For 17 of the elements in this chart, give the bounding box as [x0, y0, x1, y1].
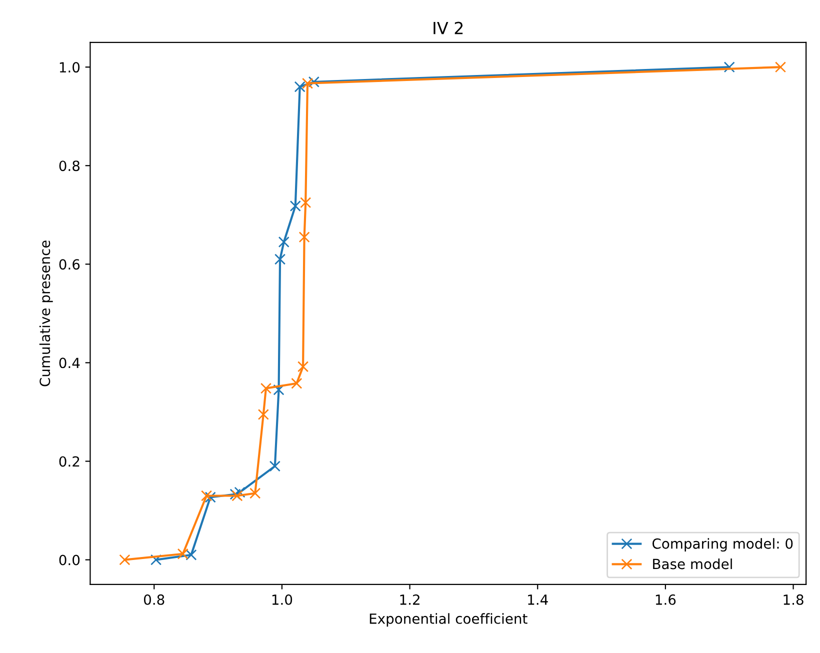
x-axis-title: Exponential coefficient	[370, 613, 528, 627]
chart-title: IV 2	[434, 22, 463, 34]
y-tick-label: 1.0	[60, 62, 80, 73]
legend-label: Base model	[653, 558, 732, 570]
x-tick-label: 0.8	[144, 594, 164, 605]
y-axis-title: Cumulative presence	[39, 240, 53, 386]
x-tick-label: 1.4	[528, 594, 548, 605]
x-tick-label: 1.2	[400, 594, 420, 605]
y-tick-label: 0.0	[59, 554, 80, 566]
legend-label: Comparing model: 0	[652, 538, 793, 552]
y-tick-label: 0.8	[59, 160, 80, 172]
x-tick-label: 1.6	[656, 594, 676, 605]
x-tick-label: 1.0	[272, 594, 292, 605]
x-tick-label: 1.8	[784, 594, 804, 605]
y-tick-label: 0.6	[59, 259, 80, 270]
y-tick-label: 0.2	[59, 456, 80, 467]
y-tick-label: 0.4	[59, 358, 80, 368]
